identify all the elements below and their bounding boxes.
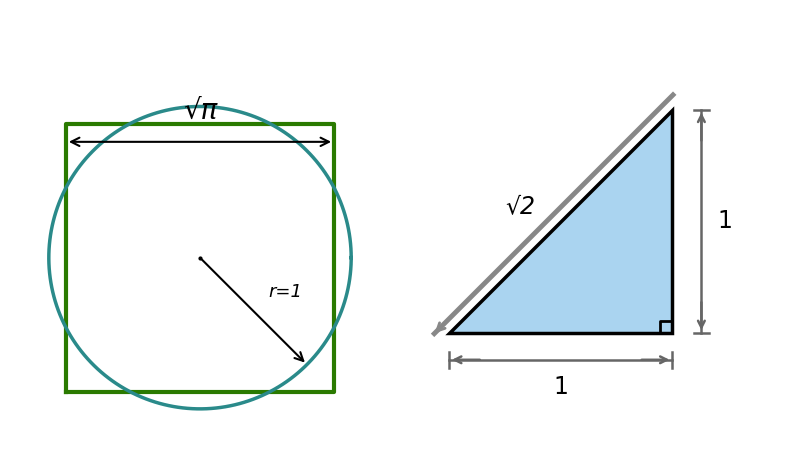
Text: r=1: r=1 xyxy=(269,282,302,300)
Text: 1: 1 xyxy=(554,376,568,400)
Text: √2: √2 xyxy=(506,194,535,218)
Text: √π: √π xyxy=(183,97,217,125)
Polygon shape xyxy=(449,110,672,333)
Text: 1: 1 xyxy=(717,209,732,234)
